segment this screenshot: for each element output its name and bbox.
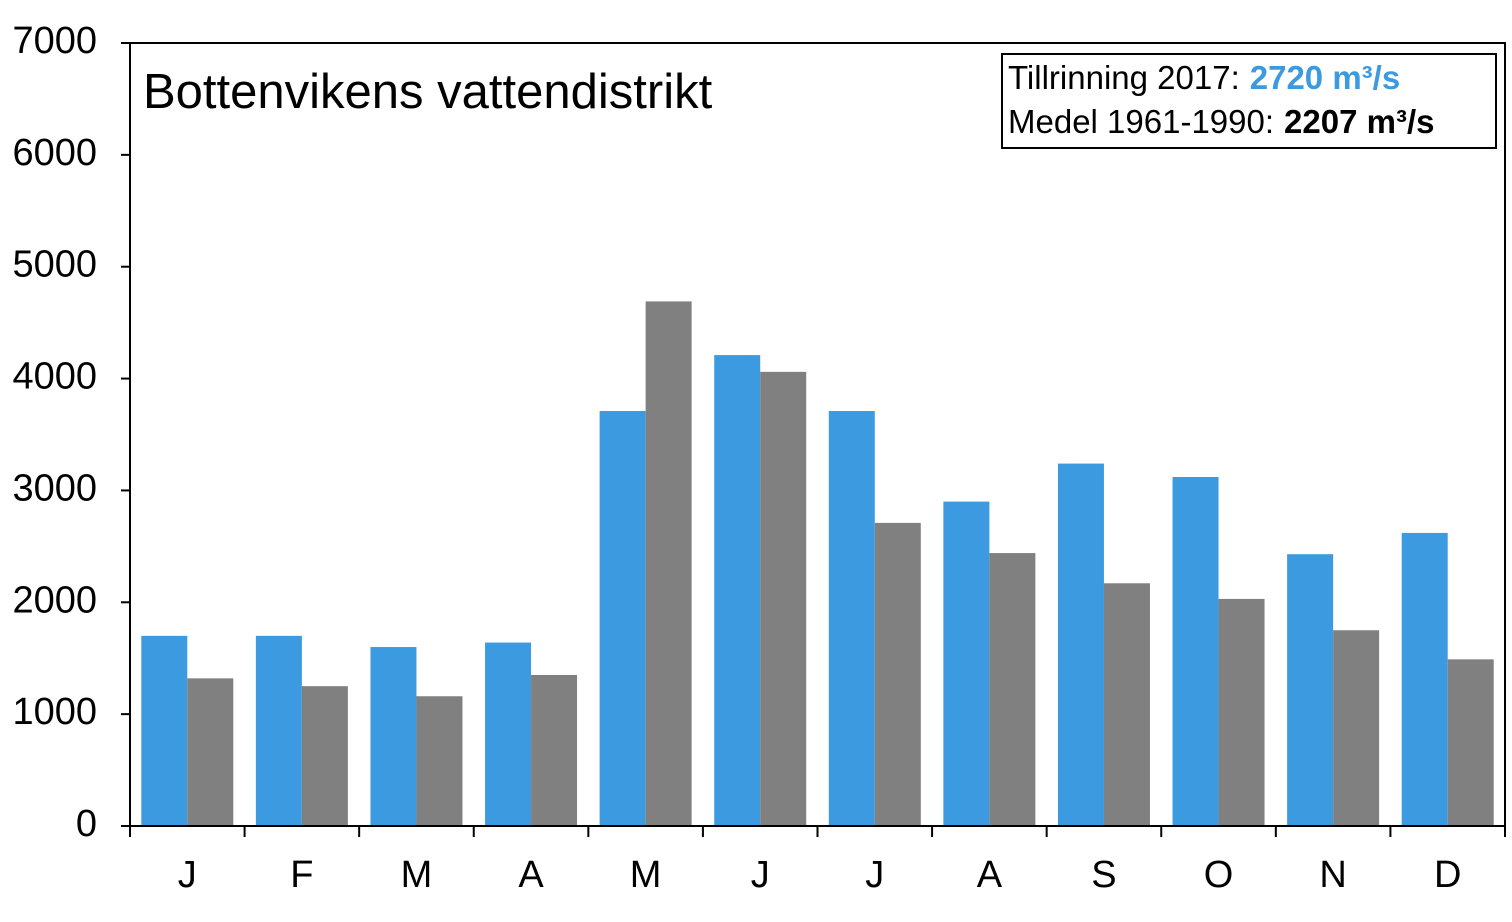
bar [416,696,463,826]
bar [1218,598,1265,826]
x-tick-label: N [1319,854,1346,896]
legend-name: Tillrinning 2017: [1008,59,1240,96]
bar [714,355,761,826]
x-tick-label: F [290,854,313,896]
bar [1333,630,1380,826]
y-tick-label: 4000 [12,356,97,398]
bar [1287,554,1334,826]
bar [874,522,921,826]
bar [943,501,990,826]
x-tick-label: J [751,854,770,896]
x-tick-label: M [401,854,433,896]
bar [141,635,188,826]
legend-mean: 2720 m³/s [1250,59,1400,96]
y-tick-label: 0 [76,803,97,845]
legend-mean: 2207 m³/s [1284,103,1434,140]
bar [760,371,807,826]
x-tick-label: A [518,854,544,896]
x-tick-label: J [865,854,884,896]
bar [989,553,1036,826]
bar [301,686,348,826]
bar [1172,477,1219,826]
bar [255,635,302,826]
bar [370,647,417,826]
x-tick-label: J [178,854,197,896]
y-tick-label: 2000 [12,579,97,621]
chart-title: Bottenvikens vattendistrikt [143,65,713,119]
bar [1401,532,1448,826]
bar [1103,583,1150,826]
y-tick-label: 3000 [12,467,97,509]
x-tick-label: A [977,854,1003,896]
bar [645,301,692,826]
legend-name: Medel 1961-1990: [1008,103,1274,140]
legend-box [1001,53,1497,149]
x-tick-label: O [1204,854,1234,896]
bar [599,411,646,826]
x-tick-label: M [630,854,662,896]
y-tick-label: 7000 [12,20,97,62]
y-tick-label: 6000 [12,132,97,174]
bar [485,642,532,826]
x-tick-label: S [1091,854,1116,896]
bar [531,674,578,826]
bar [187,678,234,826]
legend-entry: Medel 1961-1990: 2207 m³/s [1008,103,1434,140]
x-tick-label: D [1434,854,1461,896]
bar [1447,659,1494,826]
legend-entry: Tillrinning 2017: 2720 m³/s [1008,59,1400,96]
bar [828,411,875,826]
y-tick-label: 1000 [12,691,97,733]
bar [1057,463,1104,826]
y-tick-label: 5000 [12,244,97,286]
